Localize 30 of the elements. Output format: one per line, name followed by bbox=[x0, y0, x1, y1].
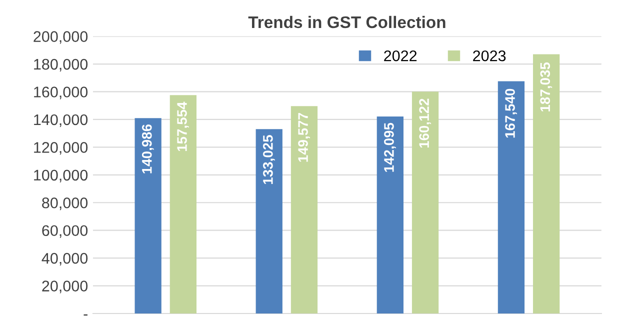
y-tick-label: 80,000 bbox=[42, 197, 88, 210]
text: 149,577 bbox=[298, 113, 310, 162]
y-tick-label: 140,000 bbox=[34, 114, 88, 127]
y-tick-label: 20,000 bbox=[42, 280, 88, 294]
y-tick-label: 160,000 bbox=[34, 86, 88, 100]
y-tick-label: 100,000 bbox=[34, 170, 88, 182]
bar bbox=[134, 118, 162, 314]
y-tick-label: 180,000 bbox=[34, 58, 88, 72]
bar bbox=[290, 106, 318, 314]
chart-title: Trends in GST Collection bbox=[248, 16, 446, 28]
bar bbox=[256, 129, 282, 314]
text: 187,035 bbox=[540, 62, 552, 112]
y-tick-label: 60,000 bbox=[42, 225, 88, 238]
text: 157,554 bbox=[177, 102, 189, 152]
legend-label: 2023 bbox=[473, 50, 506, 62]
bar bbox=[170, 95, 196, 314]
text: 140,986 bbox=[142, 124, 154, 174]
text: 133,025 bbox=[263, 135, 275, 184]
legend-label: 2022 bbox=[384, 50, 417, 62]
bar bbox=[376, 116, 404, 314]
y-tick-label: - bbox=[84, 314, 88, 316]
text: 160,122 bbox=[419, 98, 432, 148]
text: 142,095 bbox=[384, 122, 396, 172]
y-tick-label: 40,000 bbox=[42, 252, 88, 266]
y-tick-label: 200,000 bbox=[34, 31, 88, 44]
bar bbox=[498, 81, 525, 314]
text: 167,540 bbox=[505, 88, 517, 138]
bar bbox=[533, 54, 560, 314]
y-tick-label: 120,000 bbox=[34, 142, 88, 155]
bar bbox=[412, 92, 439, 314]
